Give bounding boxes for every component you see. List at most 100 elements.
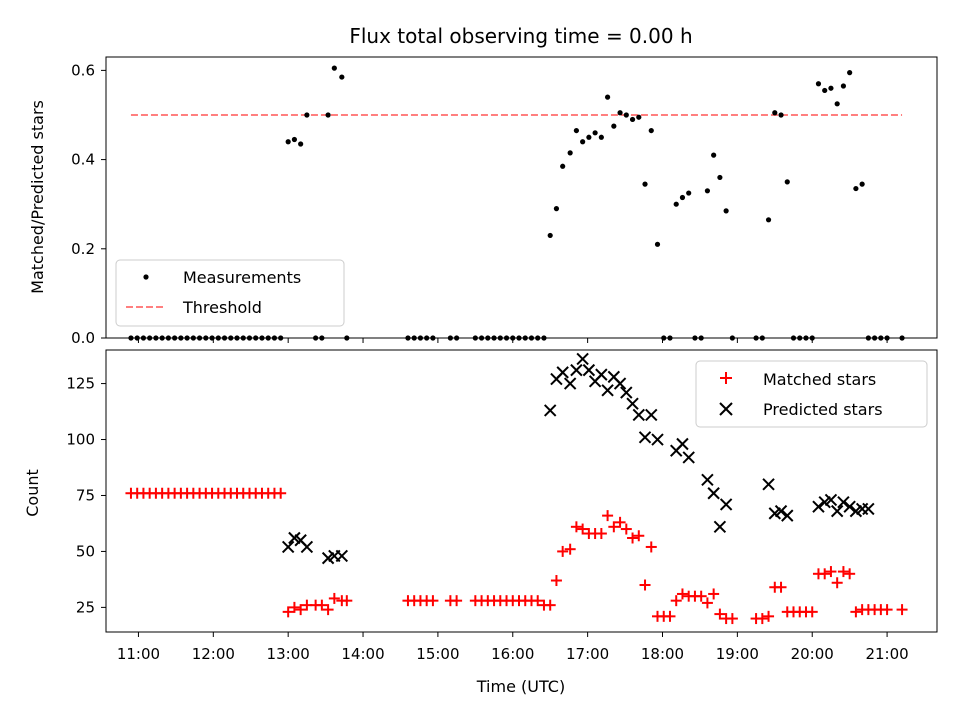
x-tick-label: 17:00 xyxy=(566,645,609,663)
matched-star-point xyxy=(602,510,614,522)
measurement-point xyxy=(853,185,859,192)
matched-star-point xyxy=(756,613,768,625)
measurement-point xyxy=(772,110,778,116)
measurement-point xyxy=(580,139,586,145)
legend-measurements-marker xyxy=(143,274,149,280)
predicted-star-point xyxy=(830,504,844,518)
top-plot-frame xyxy=(105,56,938,339)
measurement-point xyxy=(717,174,723,181)
predicted-star-point xyxy=(676,437,689,451)
measurement-point xyxy=(611,123,617,129)
x-tick-label: 20:00 xyxy=(791,645,834,663)
measurement-point xyxy=(784,179,790,185)
legend-measurements-label: Measurements xyxy=(183,268,301,287)
predicted-star-point xyxy=(862,502,875,516)
predicted-star-point xyxy=(563,377,577,390)
matched-star-point xyxy=(544,599,556,611)
x-tick-label: 16:00 xyxy=(491,645,534,663)
predicted-star-point xyxy=(613,377,627,390)
measurement-point xyxy=(636,114,642,120)
top-y-tick-label: 0.6 xyxy=(71,61,95,79)
measurement-point xyxy=(704,188,711,194)
predicted-star-point xyxy=(300,540,314,554)
measurement-point xyxy=(553,206,560,212)
predicted-star-point xyxy=(556,366,569,379)
bottom-y-axis-label: Count xyxy=(23,469,42,517)
x-tick-label: 11:00 xyxy=(117,645,160,663)
matched-star-point xyxy=(775,581,787,593)
top-legend: Measurements Threshold xyxy=(115,259,345,327)
chart-title: Flux total observing time = 0.00 h xyxy=(349,24,692,48)
top-plot-area: 0.0 0.2 0.4 0.6 xyxy=(71,61,905,347)
matched-star-point xyxy=(837,566,849,578)
top-y-axis-label: Matched/Predicted stars xyxy=(28,100,47,294)
predicted-star-point xyxy=(632,408,645,422)
matched-star-point xyxy=(275,487,287,499)
predicted-star-point xyxy=(645,408,658,422)
predicted-star-point xyxy=(719,498,733,511)
matched-star-point xyxy=(427,595,439,607)
measurement-point xyxy=(285,139,291,145)
matched-star-point xyxy=(550,575,562,587)
matched-star-point xyxy=(322,604,334,616)
bottom-plot-area: 25 50 75 100 125 11:00 12:00 13:00 14:00 15:00 16:… xyxy=(66,352,909,663)
bottom-y-tick-label: 50 xyxy=(76,542,95,560)
matched-star-point xyxy=(282,606,294,618)
predicted-star-point xyxy=(626,397,639,410)
measurement-point xyxy=(642,181,648,187)
matched-star-point xyxy=(577,523,589,535)
matched-star-point xyxy=(608,521,620,533)
measurement-point xyxy=(679,194,686,201)
measurement-point xyxy=(325,112,331,118)
top-y-tick-label: 0.4 xyxy=(71,151,95,169)
measurement-point xyxy=(840,83,847,89)
predicted-star-point xyxy=(576,352,589,366)
matched-star-point xyxy=(627,532,639,544)
predicted-star-point xyxy=(595,368,608,381)
predicted-star-point xyxy=(570,363,583,377)
predicted-star-point xyxy=(707,487,720,500)
matched-star-point xyxy=(763,610,775,622)
predicted-star-point xyxy=(701,473,714,487)
x-tick-label: 12:00 xyxy=(192,645,235,663)
matched-star-point xyxy=(850,606,862,618)
measurement-point xyxy=(598,134,604,140)
matched-star-point xyxy=(896,604,908,616)
matched-star-point xyxy=(341,595,353,607)
measurement-point xyxy=(298,141,304,147)
matched-star-point xyxy=(328,592,340,604)
matched-star-point xyxy=(295,604,307,616)
top-legend-box xyxy=(115,259,345,327)
predicted-star-point xyxy=(620,386,633,399)
matched-star-point xyxy=(595,528,607,540)
measurement-point xyxy=(567,150,573,156)
bottom-y-tick-label: 100 xyxy=(66,431,95,449)
measurement-point xyxy=(822,87,828,94)
legend-matched-marker xyxy=(720,372,732,384)
matched-star-point xyxy=(316,599,328,611)
matched-star-point xyxy=(726,613,738,625)
legend-predicted-label: Predicted stars xyxy=(763,400,883,419)
measurement-point xyxy=(834,101,840,107)
x-tick-label: 13:00 xyxy=(267,645,310,663)
bottom-y-tick-label: 25 xyxy=(76,598,95,616)
matched-star-point xyxy=(451,595,463,607)
x-tick-label: 21:00 xyxy=(865,645,908,663)
predicted-star-point xyxy=(582,363,596,377)
matched-star-point xyxy=(714,608,726,620)
bottom-legend: Matched stars Predicted stars xyxy=(695,360,928,428)
matched-star-point xyxy=(620,523,632,535)
measurement-point xyxy=(617,110,623,116)
measurement-point xyxy=(629,116,636,123)
matched-star-point xyxy=(831,577,843,589)
legend-predicted-marker xyxy=(719,402,733,416)
predicted-star-point xyxy=(762,478,775,491)
measurement-point xyxy=(304,112,310,118)
predicted-star-point xyxy=(281,540,295,554)
measurement-point xyxy=(604,94,611,100)
measurement-point xyxy=(778,112,784,118)
matched-star-point xyxy=(819,568,831,580)
predicted-star-point xyxy=(713,520,727,534)
measurement-point xyxy=(815,81,822,87)
predicted-star-point xyxy=(651,433,664,446)
